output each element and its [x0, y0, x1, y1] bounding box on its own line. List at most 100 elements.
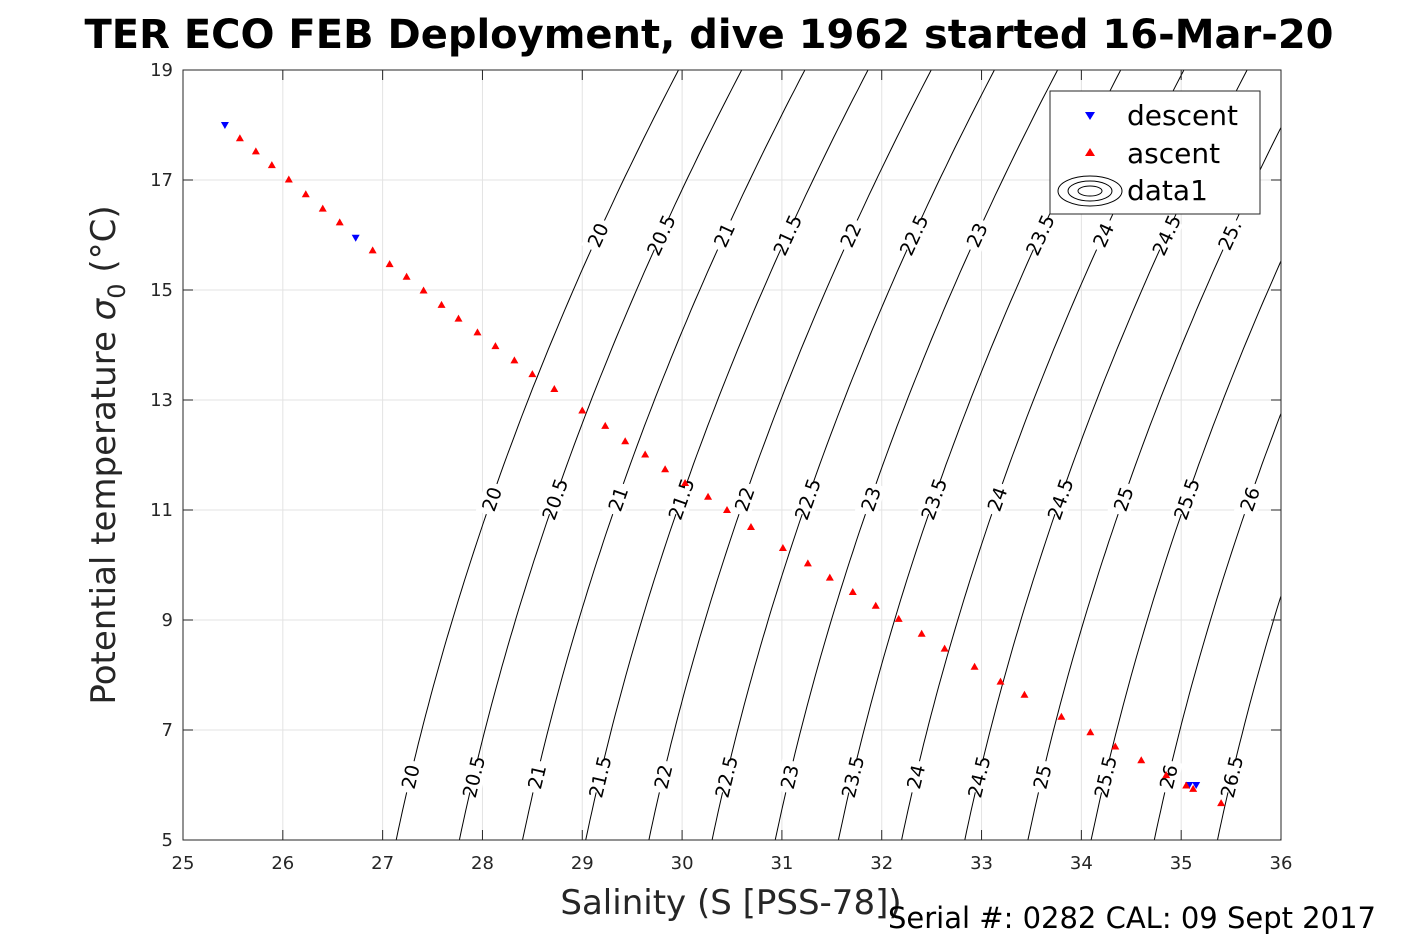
y-tick-label: 13: [150, 390, 173, 411]
x-tick-label: 30: [671, 853, 694, 874]
density-contours: [395, 70, 1281, 840]
isopycnal-line: [1217, 594, 1281, 840]
legend-ascent-label: ascent: [1127, 137, 1220, 170]
contour-label-bg: [707, 215, 741, 255]
x-tick-label: 34: [1070, 853, 1093, 874]
descent-point: [351, 234, 360, 242]
ascent-point: [746, 523, 755, 531]
contour-label-bg: [602, 480, 634, 518]
y-tick-label: 19: [150, 60, 173, 81]
ascent-point: [578, 406, 587, 414]
legend-box: [1049, 90, 1261, 215]
ascent-point: [491, 342, 500, 350]
ascent-point: [1182, 781, 1191, 789]
ascent-point: [473, 328, 482, 336]
contour-label: 24: [903, 763, 930, 792]
contour-label-bg: [1217, 758, 1246, 795]
x-axis-label: Salinity (S [PSS-78]): [560, 883, 901, 923]
contour-label-bg: [644, 215, 678, 255]
ascent-point: [621, 437, 630, 445]
legend-data1-label: data1: [1127, 174, 1208, 207]
axes-frame: [182, 69, 1282, 841]
x-tick-label: 32: [870, 853, 893, 874]
contour-label-bg: [395, 758, 425, 795]
isopycnal-line: [1280, 836, 1281, 840]
isopycnal-line: [458, 70, 743, 840]
contour-label-bg: [459, 758, 488, 795]
ascent-point: [641, 450, 650, 458]
y-tick-label: 7: [162, 720, 173, 741]
y-axis-label-main: Potential temperature: [84, 320, 124, 704]
ascent-point: [1057, 712, 1066, 720]
ascent-point: [510, 356, 519, 364]
contour-label-bg: [964, 758, 994, 795]
contour-label-bg: [981, 480, 1013, 518]
ascent-point: [723, 506, 732, 513]
y-tick-label: 9: [162, 610, 173, 631]
ascent-point: [419, 286, 428, 294]
contour-label-bg: [838, 758, 867, 795]
ascent-point: [235, 134, 244, 142]
ascent-point: [681, 479, 690, 487]
isopycnal-line: [395, 70, 679, 840]
contour-label-bg: [1234, 480, 1266, 518]
descent-point: [220, 122, 229, 129]
ascent-point: [778, 543, 787, 551]
x-tick-label: 31: [770, 853, 793, 874]
x-tick-label: 28: [471, 853, 494, 874]
contour-label: 25: [1030, 763, 1057, 792]
x-tick-label: 33: [970, 853, 993, 874]
ascent-point: [1162, 771, 1171, 779]
contour-label-bg: [648, 758, 678, 795]
y-axis-label-subscript: 0: [103, 283, 131, 298]
isopycnal-line: [1153, 411, 1281, 840]
ascent-point: [970, 662, 979, 670]
isopycnal-line: [585, 70, 869, 840]
x-tick-label: 25: [172, 853, 195, 874]
isopycnal-line: [774, 70, 1059, 840]
ascent-point: [1189, 784, 1198, 792]
ascent-point: [661, 465, 670, 473]
ascent-point: [1217, 799, 1226, 807]
x-tick-label: 26: [271, 853, 294, 874]
legend-data1-contour-icon: [1057, 175, 1123, 207]
contour-label-bg: [770, 215, 804, 255]
legend: descent ascent data1: [1049, 90, 1261, 215]
ascent-point: [402, 272, 411, 280]
y-tick-label: 17: [150, 170, 173, 191]
ascent-point: [803, 559, 812, 567]
ascent-point: [284, 175, 293, 183]
contour-label-bg: [475, 480, 508, 518]
ascent-point: [528, 370, 537, 378]
ascent-point: [550, 385, 559, 392]
legend-ascent-marker: [1085, 148, 1095, 156]
contour-label-bg: [585, 758, 615, 795]
contour-label-bg: [1212, 215, 1247, 255]
ascent-point: [1111, 742, 1120, 750]
chart-title: TER ECO FEB Deployment, dive 1962 starte…: [84, 12, 1333, 58]
ascent-point: [368, 246, 377, 254]
ascent-point: [996, 677, 1005, 685]
ascent-point: [318, 204, 327, 212]
y-tick-label: 11: [150, 500, 173, 521]
contour-label: 22: [650, 763, 677, 792]
contour-label-bg: [918, 480, 950, 518]
ascent-point: [704, 492, 713, 500]
descent-point: [1192, 782, 1201, 789]
contour-label-bg: [1107, 480, 1140, 518]
y-axis-label-unit: (°C): [84, 205, 124, 283]
ascent-point: [917, 629, 926, 637]
contour-label-bg: [711, 758, 741, 795]
ascent-point: [1086, 728, 1095, 736]
contour-label-bg: [901, 758, 931, 795]
y-axis-label: Potential temperature σ0 (°C): [84, 205, 131, 704]
ascent-point: [825, 573, 834, 581]
contour-label-bg: [1090, 758, 1120, 795]
ascent-point: [848, 587, 857, 595]
ascent-point: [301, 190, 310, 198]
contour-label: 20: [398, 763, 425, 792]
y-tick-label: 15: [150, 280, 173, 301]
serial-calibration-note: Serial #: 0282 CAL: 09 Sept 2017: [888, 901, 1376, 935]
ascent-point: [454, 314, 463, 322]
